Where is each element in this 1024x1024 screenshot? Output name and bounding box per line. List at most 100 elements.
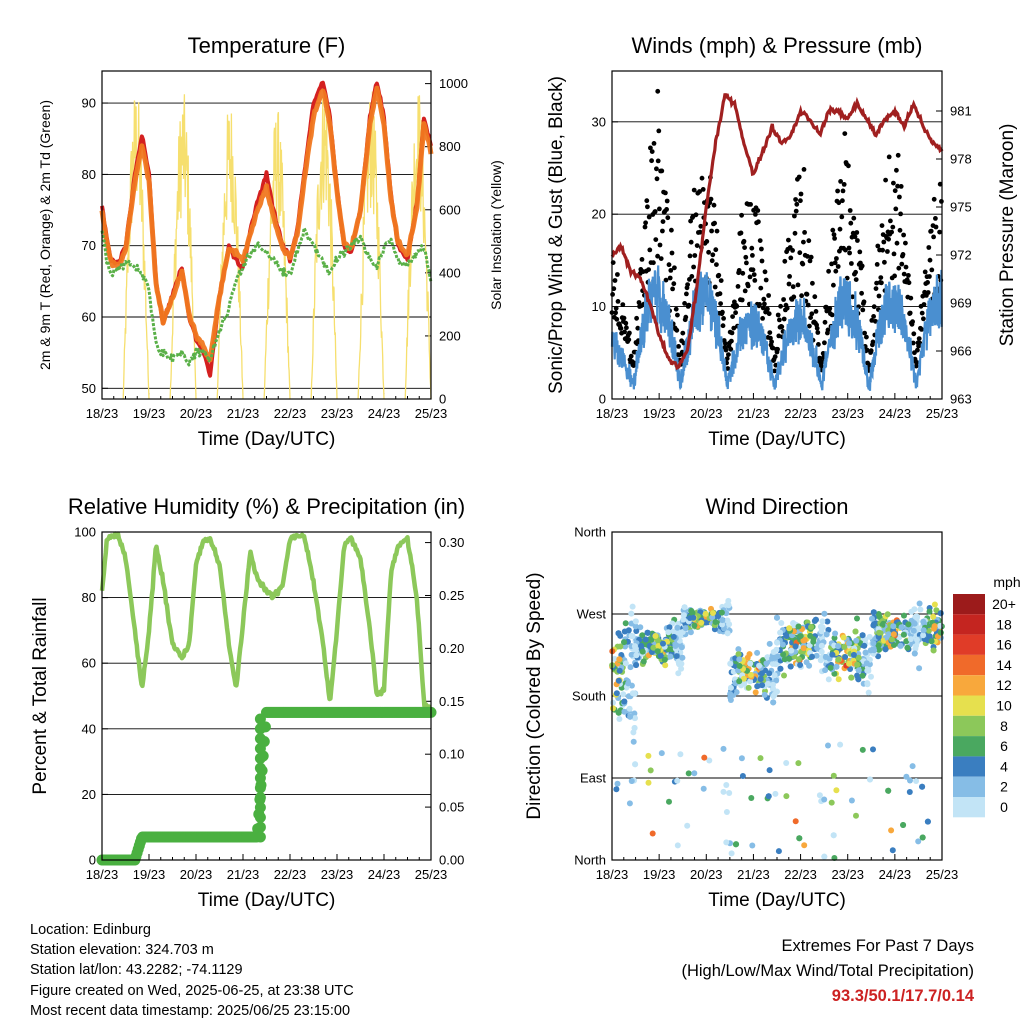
gust-point — [706, 249, 711, 255]
direction-point — [632, 618, 639, 625]
gust-point — [806, 238, 812, 244]
x-tick-label: 22/23 — [274, 406, 307, 421]
plot-frame — [611, 70, 943, 400]
direction-point — [926, 608, 933, 615]
direction-point — [898, 624, 905, 631]
direction-point — [884, 611, 891, 618]
gust-point — [874, 262, 880, 267]
direction-point — [854, 661, 861, 668]
direction-point — [931, 623, 938, 630]
direction-point — [772, 790, 779, 797]
gust-point — [736, 268, 742, 273]
colorbar-swatch — [953, 695, 985, 716]
y2-tick-label: 969 — [950, 296, 972, 311]
direction-point — [770, 693, 777, 700]
gust-point — [937, 229, 942, 235]
precip-point — [254, 723, 266, 735]
gust-point — [759, 246, 764, 252]
gust-point — [805, 254, 810, 259]
y2-tick-label: 0 — [439, 392, 446, 407]
direction-point — [916, 600, 923, 607]
gust-point — [643, 220, 648, 226]
gust-point — [656, 128, 662, 134]
gust-point — [693, 212, 699, 218]
direction-point — [875, 653, 882, 660]
gust-point — [657, 242, 663, 248]
direction-point — [719, 617, 726, 624]
gust-point — [742, 245, 747, 251]
direction-point — [829, 651, 836, 658]
direction-point — [691, 622, 698, 629]
direction-point — [907, 636, 914, 643]
direction-point — [930, 613, 937, 620]
x-tick-label: 25/23 — [926, 406, 959, 421]
direction-point — [875, 646, 882, 653]
gust-point — [880, 247, 885, 253]
direction-point — [870, 746, 876, 753]
precip-point — [254, 782, 266, 794]
direction-point — [701, 754, 708, 761]
y2-tick-label: 978 — [950, 152, 972, 167]
gust-point — [660, 228, 665, 234]
gust-point — [647, 247, 653, 253]
gust-point — [646, 214, 652, 220]
gust-point — [921, 316, 926, 322]
dewpoint-2m-line — [100, 226, 433, 367]
gust-point — [726, 352, 731, 357]
gust-point — [712, 220, 717, 226]
gust-point — [846, 163, 851, 169]
gust-point — [615, 299, 621, 304]
direction-point — [771, 672, 778, 679]
gust-point — [782, 258, 788, 264]
direction-point — [867, 647, 874, 654]
gust-point — [842, 131, 848, 137]
gust-point — [892, 188, 898, 194]
gust-point — [854, 230, 860, 235]
direction-point — [748, 795, 755, 801]
gust-point — [659, 168, 665, 174]
gust-point — [897, 194, 902, 200]
gust-point — [894, 240, 900, 246]
gust-point — [671, 281, 677, 287]
y2-tick-label: 200 — [439, 328, 461, 343]
gust-point — [620, 302, 626, 307]
extremes-values: 93.3/50.1/17.7/0.14 — [831, 987, 974, 1005]
direction-point — [780, 651, 787, 658]
direction-point — [797, 633, 804, 640]
direction-point — [855, 676, 862, 683]
gust-point — [795, 282, 801, 288]
x-tick-label: 23/23 — [321, 867, 354, 882]
gust-point — [853, 269, 858, 275]
direction-point — [796, 835, 803, 842]
precip-point — [254, 772, 266, 784]
direction-point — [727, 660, 734, 667]
solar-insolation-line — [122, 91, 432, 400]
gust-point — [892, 273, 897, 279]
direction-point — [769, 655, 776, 662]
y-tick-label: 100 — [74, 525, 96, 540]
direction-point — [718, 609, 725, 616]
gust-point — [784, 305, 790, 311]
direction-point — [648, 636, 655, 643]
direction-point — [611, 655, 618, 662]
gust-point — [883, 177, 888, 183]
gust-point — [748, 202, 753, 207]
direction-point — [812, 616, 819, 623]
direction-point — [725, 597, 732, 604]
direction-point — [876, 629, 883, 636]
gust-point — [870, 339, 876, 345]
gust-point — [834, 256, 839, 261]
gust-point — [797, 250, 803, 256]
y2-axis-label: Station Pressure (Maroon) — [997, 124, 1018, 347]
gust-point — [760, 305, 766, 311]
direction-point — [797, 662, 804, 668]
direction-point — [615, 677, 622, 684]
direction-point — [786, 655, 793, 662]
direction-point — [770, 681, 776, 688]
direction-point — [821, 796, 828, 803]
direction-point — [818, 628, 825, 635]
gust-point — [900, 252, 906, 257]
gust-point — [767, 330, 773, 335]
gust-point — [757, 302, 762, 307]
gust-point — [897, 227, 903, 233]
